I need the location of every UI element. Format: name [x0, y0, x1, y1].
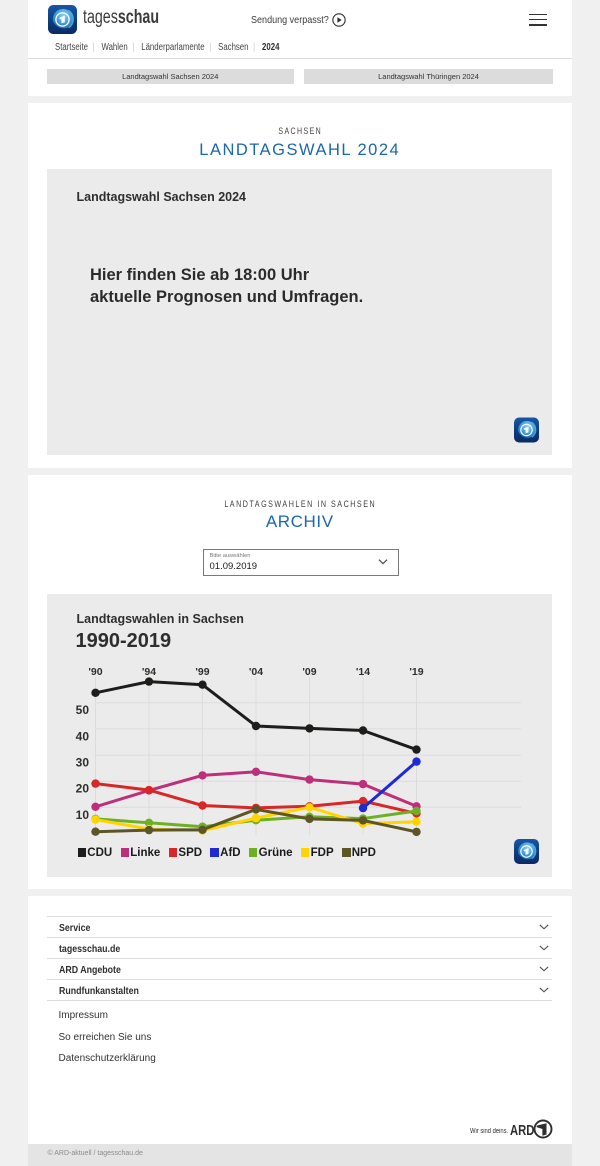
svg-text:20: 20: [76, 782, 90, 796]
svg-text:40: 40: [76, 729, 90, 743]
svg-text:'09: '09: [302, 666, 316, 678]
svg-text:'99: '99: [195, 666, 209, 678]
svg-text:'14: '14: [356, 666, 370, 678]
svg-text:'19: '19: [409, 666, 423, 678]
svg-text:'04: '04: [249, 666, 263, 678]
svg-text:10: 10: [76, 808, 90, 822]
svg-text:'90: '90: [88, 666, 102, 678]
svg-text:50: 50: [76, 703, 90, 717]
svg-text:'94: '94: [142, 666, 156, 678]
svg-text:30: 30: [76, 756, 90, 770]
